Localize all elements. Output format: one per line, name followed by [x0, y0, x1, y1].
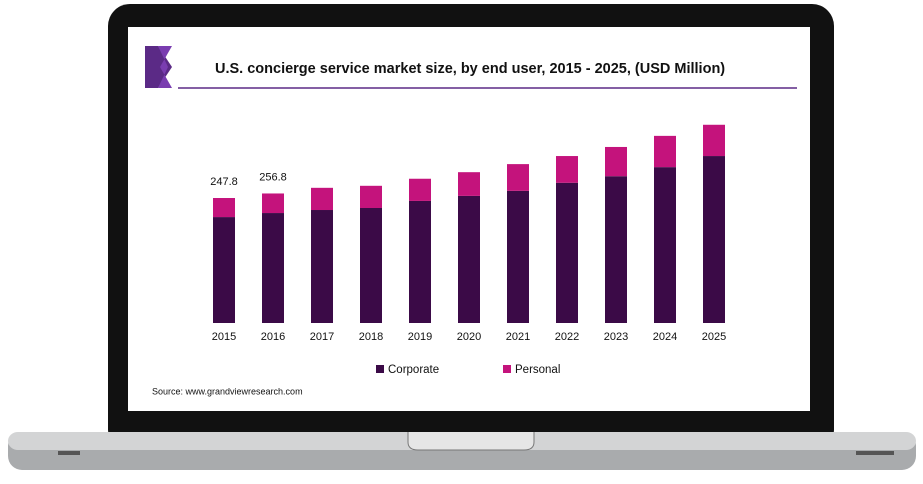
bar-segment	[556, 182, 578, 323]
bar-segment	[556, 156, 578, 183]
x-tick-label: 2025	[702, 331, 726, 343]
bar-segment	[409, 200, 431, 323]
legend-label: Personal	[515, 364, 560, 376]
bar-segment	[311, 210, 333, 323]
x-tick-label: 2016	[261, 331, 285, 343]
data-label: 247.8	[210, 176, 238, 188]
laptop-notch	[407, 432, 535, 451]
x-tick-label: 2017	[310, 331, 334, 343]
bar-segment	[262, 193, 284, 214]
bar-segment	[605, 146, 627, 177]
bar-segment	[213, 198, 235, 218]
x-tick-label: 2023	[604, 331, 628, 343]
logo	[158, 46, 172, 88]
bar-segment	[507, 164, 529, 191]
bar-segment	[654, 167, 676, 323]
base-slot	[856, 451, 894, 455]
legend-swatch	[503, 365, 511, 373]
x-tick-label: 2015	[212, 331, 236, 343]
bar-segment	[360, 207, 382, 323]
bar-segment	[654, 135, 676, 168]
bar-segment	[311, 187, 333, 211]
bar-segment	[507, 190, 529, 323]
bar-segment	[703, 156, 725, 323]
bar-segment	[703, 124, 725, 157]
bar-segment	[458, 172, 480, 196]
bar-segment	[262, 213, 284, 323]
x-tick-label: 2020	[457, 331, 481, 343]
legend-swatch	[376, 365, 384, 373]
bar-segment	[605, 176, 627, 323]
x-tick-label: 2018	[359, 331, 383, 343]
x-tick-label: 2022	[555, 331, 579, 343]
bar-segment	[360, 185, 382, 208]
x-tick-label: 2021	[506, 331, 530, 343]
base-slot	[58, 451, 80, 455]
bar-segment	[409, 178, 431, 201]
bar-segment	[458, 195, 480, 323]
x-tick-label: 2019	[408, 331, 432, 343]
legend-label: Corporate	[388, 364, 439, 376]
logo	[145, 46, 172, 88]
x-tick-label: 2024	[653, 331, 677, 343]
chart-title: U.S. concierge service market size, by e…	[215, 61, 725, 77]
data-label: 256.8	[259, 171, 287, 183]
source: Source: www.grandviewresearch.com	[152, 386, 303, 396]
bar-segment	[213, 217, 235, 323]
